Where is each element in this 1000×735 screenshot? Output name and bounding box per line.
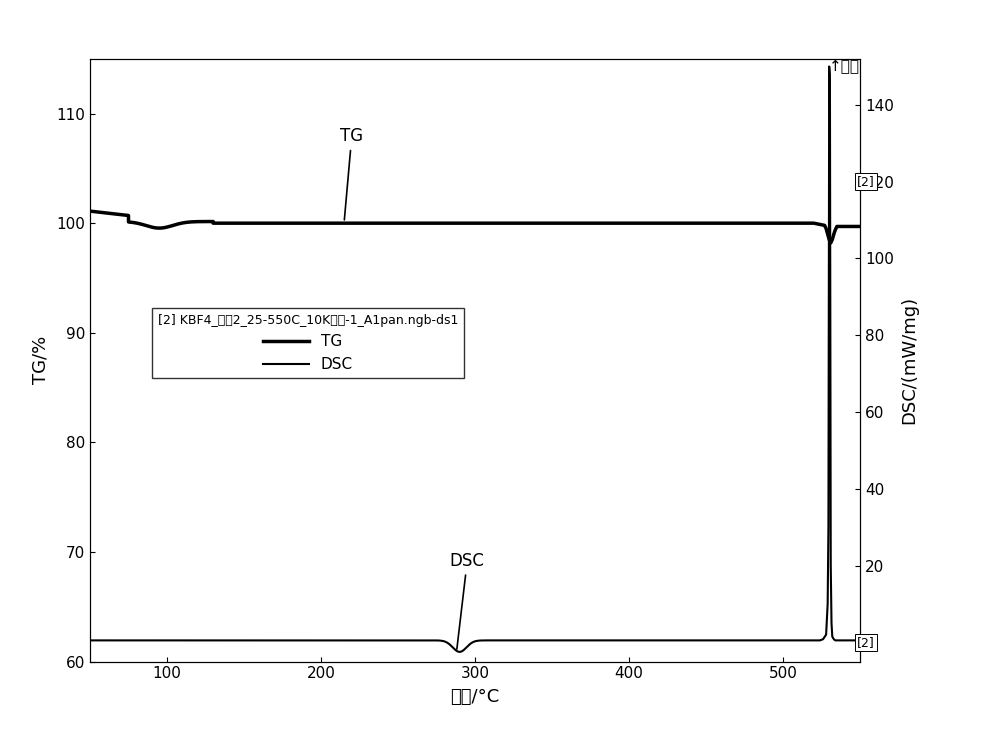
Y-axis label: DSC/(mW/mg): DSC/(mW/mg) bbox=[901, 296, 919, 424]
Legend: TG, DSC: TG, DSC bbox=[152, 307, 464, 378]
Text: TG: TG bbox=[340, 127, 363, 220]
X-axis label: 温度/°C: 温度/°C bbox=[450, 688, 500, 706]
Text: ↑放热: ↑放热 bbox=[829, 59, 860, 74]
Text: DSC: DSC bbox=[450, 551, 485, 649]
Y-axis label: TG/%: TG/% bbox=[31, 336, 49, 384]
Text: [2]: [2] bbox=[857, 636, 875, 649]
Text: [2]: [2] bbox=[857, 175, 875, 188]
